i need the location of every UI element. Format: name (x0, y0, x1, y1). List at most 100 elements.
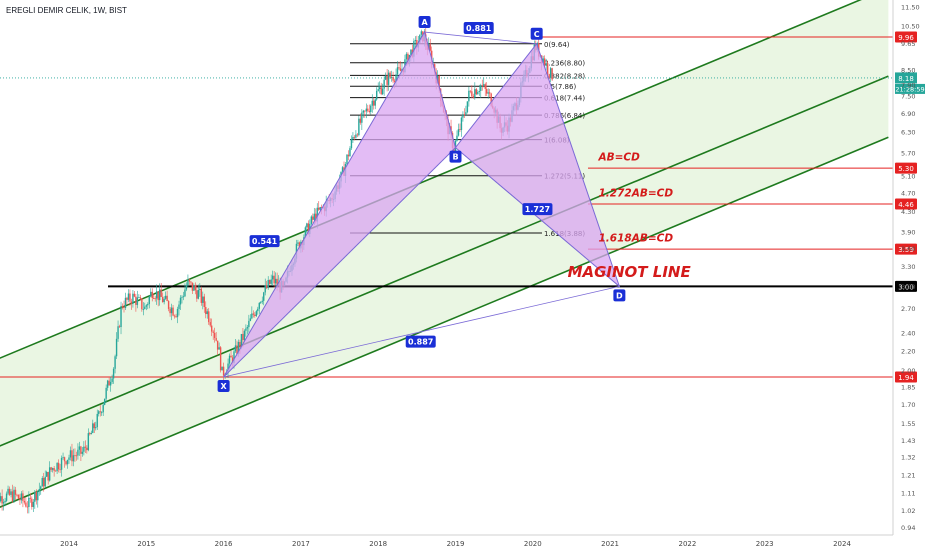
ratio-label-text: 0.881 (466, 24, 492, 33)
candle-body (138, 297, 140, 299)
candle-body (96, 413, 98, 428)
candle-body (390, 77, 393, 78)
candle-body (231, 357, 234, 363)
candle-body (258, 302, 260, 309)
candle-body (199, 288, 201, 291)
point-label-box (217, 380, 230, 392)
candle-body (318, 207, 320, 210)
candle-body (488, 92, 491, 94)
y-tick-label: 10.50 (901, 23, 920, 31)
candle-body (266, 285, 268, 289)
candle-body (352, 136, 354, 139)
candle-body (63, 457, 66, 462)
candle-body (483, 84, 485, 86)
candle-body (251, 313, 253, 319)
candle-body (304, 227, 307, 238)
candle-body (228, 355, 231, 364)
candle-body (5, 493, 8, 501)
y-tick-label: 3.00 (901, 283, 915, 291)
candle-body (410, 49, 412, 55)
candle-body (161, 296, 164, 303)
fib-level-label: 0.786(6.84) (544, 112, 585, 120)
candle-body (350, 138, 353, 149)
candle-body (465, 112, 467, 115)
candle-body (60, 457, 63, 470)
y-tick-label: 0.94 (901, 524, 915, 532)
price-label-box (895, 162, 917, 174)
candle-body (457, 129, 460, 136)
candle-body (190, 281, 192, 283)
candle-body (147, 304, 149, 306)
candle-body (175, 316, 177, 318)
candle-body (133, 293, 136, 297)
candle-body (246, 327, 249, 329)
y-tick-label: 9.65 (901, 40, 915, 48)
y-tick-label: 1.85 (901, 383, 915, 391)
candle-body (40, 486, 42, 489)
candle-body (474, 89, 476, 98)
candle-body (181, 296, 183, 298)
candle-body (205, 307, 207, 315)
y-tick-label: 1.02 (901, 507, 915, 515)
candle-body (179, 297, 182, 305)
candle-body (297, 242, 299, 244)
point-label-b: B (452, 153, 458, 162)
candle-body (80, 446, 82, 454)
price-label-box (895, 31, 917, 43)
candle-body (153, 298, 155, 299)
y-tick-label: 7.50 (901, 92, 915, 100)
x-tick-label: 2022 (678, 540, 696, 548)
ratio-label-text: 1.727 (525, 205, 550, 214)
y-tick-label: 4.70 (901, 190, 915, 198)
candle-body (111, 378, 113, 382)
candle-body (167, 301, 170, 309)
harmonic-xab-triangle (223, 30, 457, 378)
candle-body (2, 502, 5, 504)
candle-body (99, 411, 101, 413)
y-tick-label: 8.50 (901, 66, 915, 74)
candle-body (438, 75, 440, 89)
y-tick-label: 2.70 (901, 305, 915, 313)
candle-body (478, 91, 480, 92)
candle-body (37, 491, 39, 501)
price-label-text: 5.30 (898, 165, 914, 173)
countdown-text: 21:28:59 (895, 85, 924, 93)
candle-body (154, 298, 156, 300)
candle-body (243, 330, 246, 341)
candle-body (469, 90, 472, 92)
price-label-box (895, 243, 917, 255)
candle-body (109, 381, 112, 386)
candle-body (117, 326, 119, 339)
candle-body (361, 112, 363, 123)
candle-body (115, 338, 118, 357)
candle-body (83, 446, 85, 452)
y-tick-label: 3.90 (901, 228, 915, 236)
candle-body (254, 314, 256, 316)
candle-body (114, 356, 116, 369)
y-tick-label: 2.40 (901, 329, 915, 337)
candle-body (484, 84, 486, 89)
price-label-text: 4.46 (898, 201, 914, 209)
candle-body (477, 91, 479, 95)
candle-body (206, 311, 208, 315)
candle-body (212, 331, 214, 333)
candle-body (420, 31, 423, 35)
candle-body (377, 89, 379, 91)
candle-body (364, 110, 366, 112)
candle-body (268, 279, 271, 284)
candle-body (471, 91, 473, 97)
candle-body (51, 468, 54, 470)
candle-body (463, 114, 466, 116)
candle-body (74, 455, 76, 457)
candle-body (358, 118, 360, 136)
candle-body (255, 311, 258, 316)
candle-body (95, 427, 97, 429)
candle-body (92, 423, 94, 433)
y-tick-label: 1.55 (901, 420, 915, 428)
channel-fill (0, 0, 889, 508)
harmonic-ac-line (424, 31, 537, 45)
y-tick-label: 1.70 (901, 401, 915, 409)
candle-body (102, 404, 104, 413)
candle-body (157, 291, 159, 301)
